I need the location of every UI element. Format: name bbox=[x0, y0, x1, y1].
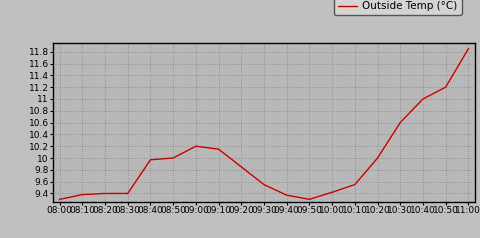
Outside Temp (°C) bbox=[261, 183, 267, 186]
Outside Temp (°C) bbox=[352, 183, 358, 186]
Outside Temp (°C) bbox=[102, 192, 108, 195]
Outside Temp (°C) bbox=[397, 121, 403, 124]
Outside Temp (°C) bbox=[375, 157, 381, 159]
Legend: Outside Temp (°C): Outside Temp (°C) bbox=[334, 0, 462, 15]
Outside Temp (°C) bbox=[443, 86, 448, 89]
Outside Temp (°C) bbox=[125, 192, 131, 195]
Outside Temp (°C) bbox=[193, 145, 199, 148]
Outside Temp (°C) bbox=[170, 157, 176, 159]
Outside Temp (°C) bbox=[80, 193, 85, 196]
Outside Temp (°C) bbox=[420, 98, 426, 100]
Outside Temp (°C) bbox=[329, 191, 335, 194]
Outside Temp (°C) bbox=[284, 194, 289, 197]
Outside Temp (°C) bbox=[466, 47, 471, 50]
Outside Temp (°C) bbox=[307, 198, 312, 201]
Outside Temp (°C) bbox=[147, 158, 153, 161]
Outside Temp (°C) bbox=[239, 165, 244, 168]
Line: Outside Temp (°C): Outside Temp (°C) bbox=[60, 49, 468, 199]
Outside Temp (°C) bbox=[216, 148, 221, 151]
Outside Temp (°C) bbox=[57, 198, 62, 201]
